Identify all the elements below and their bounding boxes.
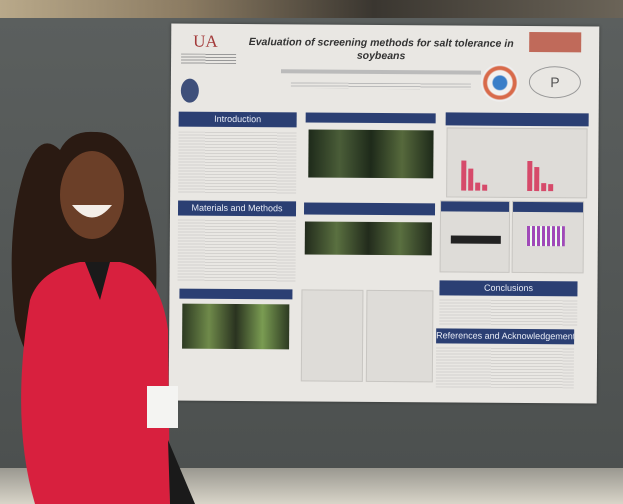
name-badge [147,386,178,428]
ceiling [0,0,623,22]
